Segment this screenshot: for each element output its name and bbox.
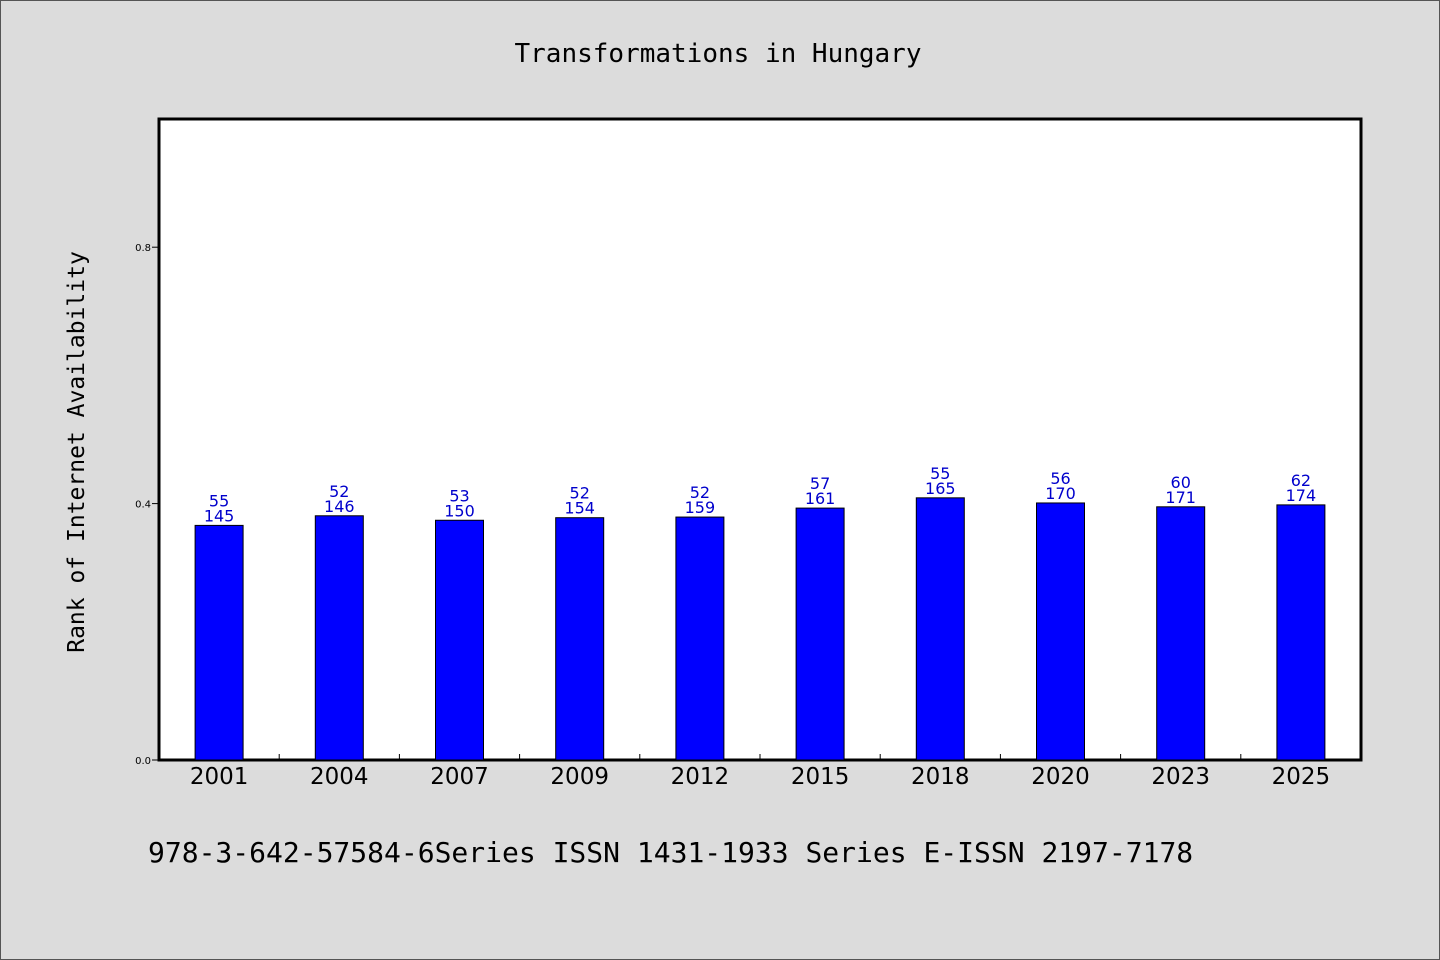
y-axis-label: Rank of Internet Availability: [64, 251, 90, 653]
bar: [1276, 504, 1326, 761]
footer-text: 978-3-642-57584-6Series ISSN 1431-1933 S…: [148, 836, 1193, 869]
bar: [314, 515, 364, 761]
x-tick-label: 2025: [1272, 764, 1331, 790]
data-label-top: 55: [209, 491, 229, 510]
data-label-bottom: 154: [564, 499, 595, 518]
data-label-bottom: 165: [925, 479, 956, 498]
bars: [194, 497, 1326, 761]
data-label-top: 52: [570, 484, 590, 503]
bar: [795, 507, 845, 761]
x-axis: 2001 2004 2007 2009 2012 2015 2018 2020 2023 2025: [190, 754, 1330, 790]
y-tick-label: 0.8: [135, 243, 151, 254]
x-tick-label: 2007: [430, 764, 489, 790]
bar: [194, 524, 244, 761]
data-label-top: 52: [690, 483, 710, 502]
y-axis: 0.0 0.4 0.8: [135, 243, 159, 767]
data-label-bottom: 170: [1045, 484, 1076, 503]
data-label-top: 56: [1050, 469, 1070, 488]
bar: [675, 516, 725, 761]
data-label-bottom: 161: [805, 489, 836, 508]
data-label-top: 52: [329, 482, 349, 501]
x-tick-label: 2009: [550, 764, 609, 790]
data-label-top: 53: [449, 486, 469, 505]
x-tick-label: 2012: [671, 764, 730, 790]
x-tick-label: 2018: [911, 764, 970, 790]
data-label-top: 57: [810, 474, 830, 493]
y-tick-label: 0.4: [135, 500, 151, 511]
data-label-top: 55: [930, 464, 950, 483]
bar: [435, 519, 484, 761]
bar: [915, 497, 965, 761]
data-label-top: 62: [1291, 471, 1311, 490]
data-label-bottom: 146: [324, 497, 355, 516]
chart-title: Transformations in Hungary: [515, 39, 922, 69]
data-label-bottom: 150: [444, 501, 475, 520]
x-tick-label: 2020: [1031, 764, 1090, 790]
data-label-bottom: 159: [685, 498, 716, 517]
data-label-bottom: 171: [1165, 488, 1196, 507]
x-tick-label: 2004: [310, 764, 369, 790]
data-label-bottom: 145: [204, 506, 235, 525]
bar: [1156, 506, 1206, 761]
x-tick-label: 2015: [791, 764, 850, 790]
bar: [1036, 502, 1085, 761]
bar: [555, 517, 605, 761]
y-tick-label: 0.0: [135, 756, 151, 767]
x-tick-label: 2001: [190, 764, 249, 790]
x-tick-label: 2023: [1151, 764, 1210, 790]
data-label-bottom: 174: [1286, 486, 1317, 505]
data-label-top: 60: [1171, 473, 1191, 492]
